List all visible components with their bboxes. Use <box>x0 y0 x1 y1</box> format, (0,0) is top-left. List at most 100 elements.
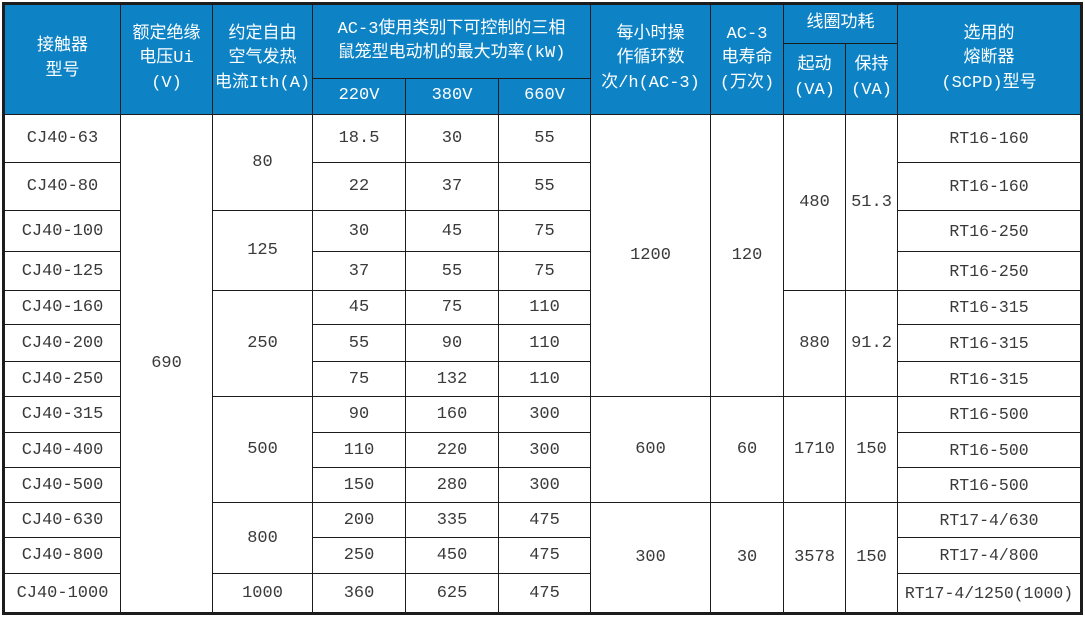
header-coil-start: 起动 (VA) <box>783 43 847 115</box>
cell-model: CJ40-200 <box>3 324 121 362</box>
header-380v: 380V <box>405 78 499 115</box>
table-row: CJ40-160 250 45 75 110 880 91.2 RT16-315 <box>3 290 1083 397</box>
cell-power-660: 110 <box>497 290 592 325</box>
cell-model: CJ40-160 <box>3 290 121 325</box>
cell-power-660: 475 <box>497 502 592 538</box>
cell-model: CJ40-1000 <box>3 573 121 614</box>
cell-power-220: 37 <box>312 251 406 291</box>
header-thermal-current: 约定自由 空气发热 电流Ith(A) <box>212 3 313 115</box>
contactor-table: 接触器 型号 额定绝缘 电压Ui (V) 约定自由 空气发热 电流Ith(A) … <box>2 2 1084 615</box>
cell-power-380: 30 <box>405 114 499 163</box>
cell-coil-start: 480 <box>783 114 847 291</box>
cell-model: CJ40-500 <box>3 467 121 503</box>
table-body: CJ40-63 690 80 18.5 30 55 1200 120 480 5… <box>3 114 1083 614</box>
cell-power-380: 132 <box>405 361 499 397</box>
cell-model: CJ40-315 <box>3 396 121 433</box>
cell-fuse: RT16-500 <box>897 396 1083 433</box>
cell-power-220: 150 <box>312 467 406 503</box>
cell-power-380: 90 <box>405 324 499 362</box>
cell-model: CJ40-250 <box>3 361 121 397</box>
cell-power-220: 22 <box>312 162 406 211</box>
cell-model: CJ40-800 <box>3 537 121 574</box>
cell-model: CJ40-400 <box>3 432 121 468</box>
cell-model: CJ40-630 <box>3 502 121 538</box>
cell-power-660: 55 <box>497 162 592 211</box>
cell-power-660: 75 <box>497 210 592 252</box>
cell-power-380: 450 <box>405 537 499 574</box>
cell-coil-hold: 150 <box>845 396 899 503</box>
cell-power-660: 110 <box>497 361 592 397</box>
cell-power-380: 625 <box>405 573 499 614</box>
cell-power-660: 300 <box>497 467 592 503</box>
cell-coil-hold: 91.2 <box>845 290 899 397</box>
cell-power-220: 18.5 <box>312 114 406 163</box>
header-coil-hold: 保持 (VA) <box>845 43 899 115</box>
table-row: CJ40-200 55 90 110 RT16-315 <box>3 324 1083 362</box>
cell-power-220: 250 <box>312 537 406 574</box>
table-header: 接触器 型号 额定绝缘 电压Ui (V) 约定自由 空气发热 电流Ith(A) … <box>3 3 1083 115</box>
cell-fuse: RT16-315 <box>897 324 1083 362</box>
table-row: CJ40-100 125 30 45 75 RT16-250 <box>3 210 1083 291</box>
cell-power-380: 160 <box>405 396 499 433</box>
cell-power-220: 200 <box>312 502 406 538</box>
cell-fuse: RT16-250 <box>897 251 1083 291</box>
cell-power-660: 300 <box>497 396 592 433</box>
table-row: CJ40-400 110 220 300 RT16-500 <box>3 432 1083 468</box>
cell-coil-hold: 51.3 <box>845 114 899 291</box>
table-row: CJ40-250 75 132 110 RT16-315 <box>3 361 1083 397</box>
cell-ith: 250 <box>212 290 313 397</box>
table-row: CJ40-1000 1000 360 625 475 RT17-4/1250(1… <box>3 573 1083 614</box>
cell-life: 120 <box>710 114 785 397</box>
cell-power-380: 55 <box>405 251 499 291</box>
header-ac3-power-group: AC-3使用类别下可控制的三相 鼠笼型电动机的最大功率(kW) <box>311 3 592 79</box>
table-row: CJ40-80 22 37 55 RT16-160 <box>3 162 1083 211</box>
cell-fuse: RT16-160 <box>897 114 1083 163</box>
cell-fuse: RT16-315 <box>897 290 1083 325</box>
cell-coil-start: 880 <box>783 290 847 397</box>
cell-ith: 800 <box>212 502 313 574</box>
header-electrical-life: AC-3 电寿命 (万次) <box>710 3 785 115</box>
cell-model: CJ40-125 <box>3 251 121 291</box>
cell-power-380: 45 <box>405 210 499 252</box>
cell-insulation-voltage: 690 <box>120 114 213 614</box>
header-row-1: 接触器 型号 额定绝缘 电压Ui (V) 约定自由 空气发热 电流Ith(A) … <box>3 3 1083 115</box>
cell-power-380: 280 <box>405 467 499 503</box>
cell-power-660: 110 <box>497 324 592 362</box>
cell-ith: 125 <box>212 210 313 291</box>
cell-fuse: RT17-4/1250(1000) <box>897 573 1083 614</box>
cell-coil-start: 3578 <box>783 502 847 614</box>
table-row: CJ40-315 500 90 160 300 600 60 1710 150 … <box>3 396 1083 503</box>
cell-power-660: 75 <box>497 251 592 291</box>
cell-power-220: 30 <box>312 210 406 252</box>
cell-power-660: 475 <box>497 537 592 574</box>
header-660v: 660V <box>497 78 592 115</box>
cell-fuse: RT16-500 <box>897 432 1083 468</box>
cell-model: CJ40-80 <box>3 162 121 211</box>
cell-coil-hold: 150 <box>845 502 899 614</box>
cell-power-220: 90 <box>312 396 406 433</box>
header-fuse: 选用的 熔断器 (SCPD)型号 <box>897 3 1083 115</box>
cell-power-220: 75 <box>312 361 406 397</box>
header-insulation-voltage: 额定绝缘 电压Ui (V) <box>120 3 213 115</box>
header-220v: 220V <box>312 78 406 115</box>
cell-power-380: 75 <box>405 290 499 325</box>
cell-cycles: 300 <box>590 502 712 614</box>
header-coil-group: 线圈功耗 <box>783 3 899 44</box>
cell-power-220: 55 <box>312 324 406 362</box>
cell-ith: 80 <box>212 114 313 211</box>
cell-life: 30 <box>710 502 785 614</box>
cell-model: CJ40-63 <box>3 114 121 163</box>
cell-fuse: RT16-500 <box>897 467 1083 503</box>
cell-fuse: RT16-160 <box>897 162 1083 211</box>
cell-power-660: 55 <box>497 114 592 163</box>
contactor-spec-sheet: 接触器 型号 额定绝缘 电压Ui (V) 约定自由 空气发热 电流Ith(A) … <box>2 2 1084 615</box>
cell-cycles: 1200 <box>590 114 712 397</box>
cell-cycles: 600 <box>590 396 712 503</box>
table-row: CJ40-63 690 80 18.5 30 55 1200 120 480 5… <box>3 114 1083 614</box>
cell-power-660: 300 <box>497 432 592 468</box>
cell-power-220: 360 <box>312 573 406 614</box>
cell-power-660: 475 <box>497 573 592 614</box>
cell-power-380: 335 <box>405 502 499 538</box>
cell-fuse: RT16-250 <box>897 210 1083 252</box>
cell-power-380: 37 <box>405 162 499 211</box>
